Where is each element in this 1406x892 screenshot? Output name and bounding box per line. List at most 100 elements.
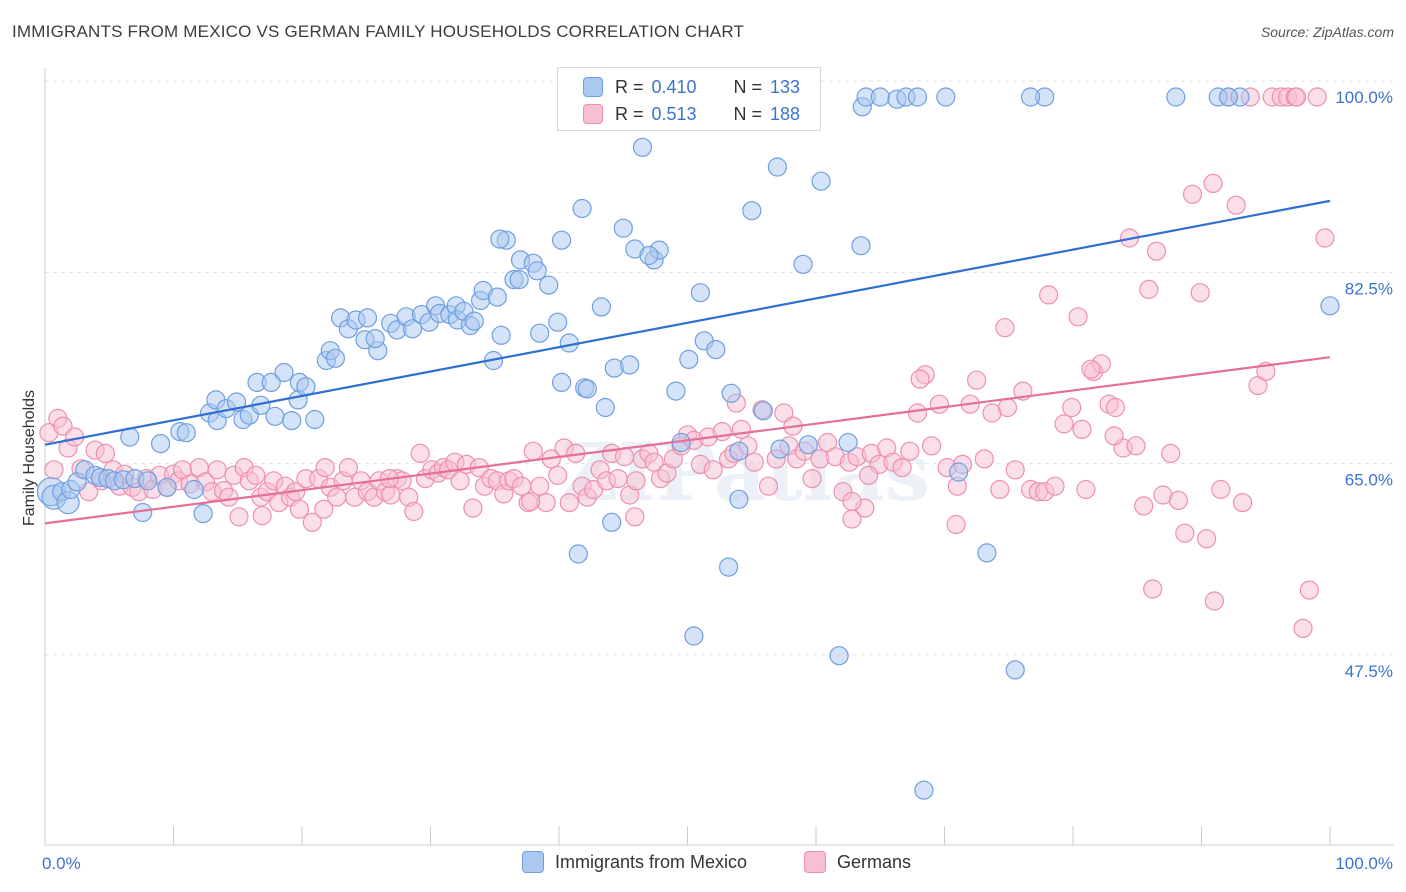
data-point [1081,359,1101,379]
data-point [1226,195,1246,215]
data-point [1299,580,1320,600]
data-point [614,447,635,467]
data-point [1218,87,1239,107]
data-point [1204,591,1225,611]
data-point [718,557,739,577]
data-point [798,435,818,455]
data-point [302,512,322,532]
data-point [151,434,171,454]
data-point [338,458,358,478]
data-point [1293,618,1313,639]
data-point [1005,660,1025,680]
data-point [1020,87,1041,107]
legend-n-label: N = [733,103,763,124]
data-point [464,311,484,331]
data-point [1126,436,1146,456]
legend-swatch-germans [583,104,603,124]
data-point [487,287,507,307]
data-point [404,501,424,521]
trend-lines [44,199,1331,525]
data-point [1286,87,1307,107]
data-point [1105,397,1126,418]
data-point [1146,241,1167,261]
data-point [703,460,723,480]
data-point [357,308,378,328]
data-point [936,87,956,107]
data-point [530,476,550,496]
legend-label-germans: Germans [837,851,912,872]
data-point [219,487,239,507]
data-point [491,325,511,345]
data-point [729,489,749,509]
data-point [744,452,764,472]
data-point [811,171,831,191]
data-point [767,157,788,177]
data-point [289,499,309,519]
data-point [977,543,997,563]
mexico-points [36,87,1340,800]
data-point [684,626,704,646]
data-point [632,137,653,157]
data-point [753,401,773,421]
data-point [527,261,547,281]
legend-n-value-mexico: 133 [770,76,801,97]
legend-label-mexico: Immigrants from Mexico [555,851,748,872]
data-point [1134,496,1154,516]
data-point [910,369,930,389]
data-point [706,340,726,360]
data-point [1104,426,1124,446]
data-point [591,297,612,317]
legend-swatch-mexico [522,851,544,873]
legend-r-label: R = [615,103,644,124]
data-point [463,498,483,518]
data-point [577,379,597,399]
data-point [721,383,741,403]
data-point [365,329,385,349]
data-point [1190,283,1210,303]
data-point [990,479,1010,500]
data-point [1045,476,1065,496]
legend-r-label: R = [615,76,644,97]
data-point [490,229,510,249]
data-point [157,477,177,497]
data-point [530,323,550,343]
data-point [859,465,879,485]
x-tick-label-min: 0.0% [42,854,81,873]
data-point [595,397,615,418]
data-point [1005,460,1025,480]
data-point [793,254,813,274]
data-point [572,198,592,219]
data-point [997,397,1018,418]
data-point [639,245,659,266]
data-point [410,443,430,463]
data-point [712,422,732,442]
data-point [1038,285,1059,305]
y-tick-label: 100.0% [1335,88,1393,107]
data-point [1203,173,1223,193]
data-point [521,491,541,512]
y-tick-label: 47.5% [1345,662,1393,681]
legend-item-germans: Germans [804,851,911,873]
data-point [892,458,912,478]
data-point [625,507,645,527]
data-point [907,403,928,423]
legend-row-germans: R = 0.513 N = 188 [558,100,800,128]
data-point [176,423,196,443]
legend-swatch-mexico [583,77,603,97]
data-point [1320,296,1340,316]
data-point [44,460,64,480]
data-point [551,372,572,392]
data-point [207,460,227,480]
data-point [966,370,987,390]
data-point [1068,307,1088,327]
data-point [929,394,950,414]
data-point [95,443,116,463]
data-point [548,465,568,485]
data-point [907,87,928,107]
data-point [620,355,640,375]
data-point [608,469,628,489]
data-point [252,506,272,526]
legend-swatch-germans [804,851,826,873]
data-point [1161,443,1181,463]
